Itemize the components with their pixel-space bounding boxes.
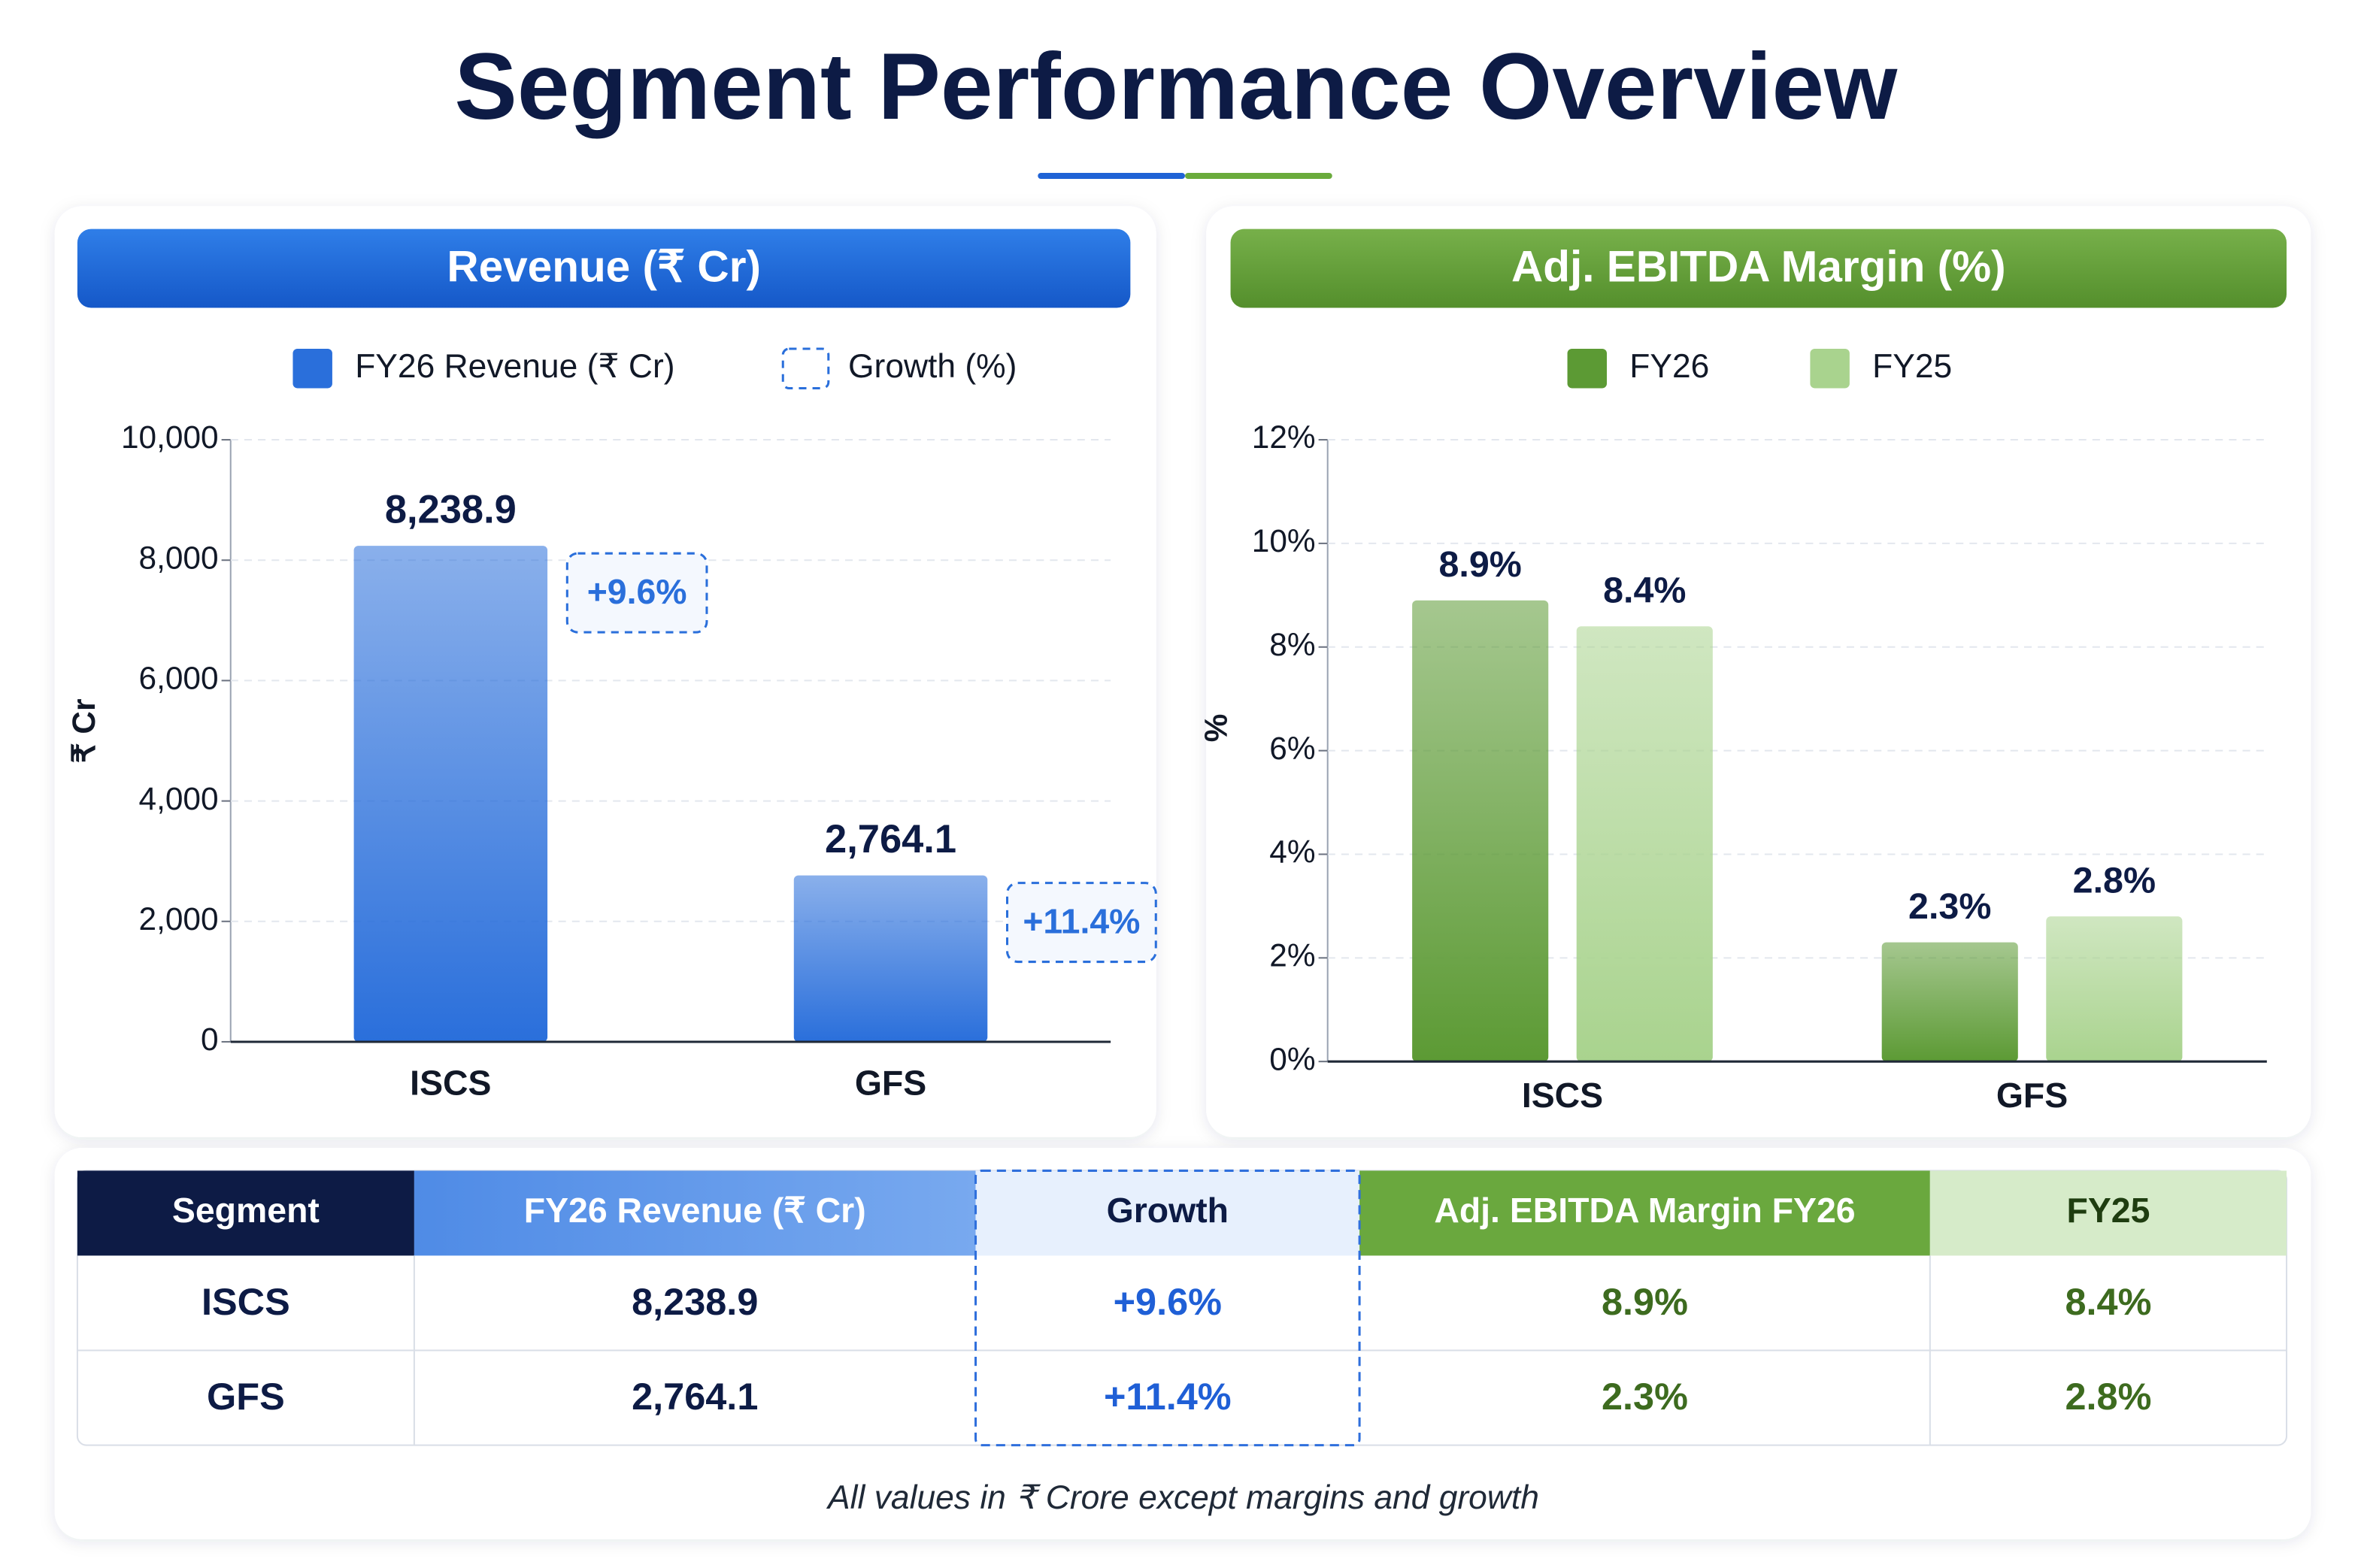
y-tick-label: 6% bbox=[1269, 731, 1315, 766]
table-header-cell bbox=[975, 1170, 1360, 1256]
title-underline-blue bbox=[1038, 172, 1186, 180]
revenue-card bbox=[54, 206, 1156, 1138]
growth-box bbox=[565, 552, 708, 634]
y-tick-label: 12% bbox=[1252, 419, 1316, 455]
y-tick-label: 8% bbox=[1269, 627, 1315, 662]
table-cell: 8.4% bbox=[2065, 1280, 2151, 1323]
growth-box bbox=[1006, 882, 1157, 964]
table-header-text: FY25 bbox=[2066, 1191, 2150, 1230]
table-cell: 8,238.9 bbox=[632, 1280, 758, 1323]
value-label: 8,238.9 bbox=[385, 489, 517, 532]
y-tick-label: 0 bbox=[201, 1022, 219, 1057]
legend-label: FY26 bbox=[1629, 348, 1709, 385]
bar bbox=[1881, 942, 2018, 1062]
y-tick-label: 6,000 bbox=[139, 661, 219, 696]
growth-label: +11.4% bbox=[1023, 901, 1140, 940]
table-cell: GFS bbox=[207, 1375, 285, 1418]
table-header-text: Adj. EBITDA Margin FY26 bbox=[1434, 1191, 1855, 1230]
value-label: 8.9% bbox=[1439, 544, 1522, 585]
legend-swatch bbox=[1567, 349, 1608, 389]
footnote: All values in ₹ Crore except margins and… bbox=[826, 1479, 1539, 1516]
growth-label: +9.6% bbox=[587, 572, 687, 611]
table-header-cell bbox=[77, 1170, 414, 1256]
table-cell: +9.6% bbox=[1114, 1280, 1222, 1323]
table-header-cell bbox=[1359, 1170, 1930, 1256]
legend-label: FY26 Revenue (₹ Cr) bbox=[355, 348, 674, 385]
table-cell: 2.8% bbox=[2065, 1375, 2151, 1418]
table-header-text: Growth bbox=[1107, 1191, 1229, 1230]
y-tick-label: 4% bbox=[1269, 834, 1315, 870]
table-header-cell bbox=[414, 1170, 976, 1256]
x-tick-label: ISCS bbox=[1522, 1076, 1603, 1115]
y-tick-label: 10% bbox=[1252, 523, 1316, 558]
growth-column-outline bbox=[974, 1169, 1361, 1447]
bar bbox=[353, 546, 548, 1042]
bar bbox=[1576, 626, 1713, 1062]
table-header-text: FY26 Revenue (₹ Cr) bbox=[524, 1191, 866, 1230]
y-tick-label: 8,000 bbox=[139, 540, 219, 575]
value-label: 2,764.1 bbox=[825, 818, 956, 861]
page-title: Segment Performance Overview bbox=[454, 34, 1898, 139]
x-tick-label: ISCS bbox=[410, 1064, 491, 1103]
legend-swatch bbox=[781, 347, 830, 389]
table-cell: 2.3% bbox=[1602, 1375, 1688, 1418]
legend-swatch bbox=[1810, 349, 1850, 389]
y-tick-label: 0% bbox=[1269, 1041, 1315, 1076]
bar bbox=[1412, 600, 1549, 1062]
table-header-text: Segment bbox=[172, 1191, 320, 1230]
table-cell: ISCS bbox=[202, 1280, 290, 1323]
legend-label: Growth (%) bbox=[848, 348, 1017, 385]
bar bbox=[793, 875, 988, 1042]
y-tick-label: 10,000 bbox=[121, 419, 219, 455]
table-header-cell bbox=[1929, 1170, 2287, 1256]
y-tick-label: 4,000 bbox=[139, 781, 219, 816]
legend-swatch bbox=[292, 349, 332, 389]
margin-header bbox=[1230, 229, 2287, 308]
revenue-header bbox=[77, 229, 1131, 308]
value-label: 2.8% bbox=[2073, 861, 2156, 901]
value-label: 8.4% bbox=[1603, 571, 1686, 611]
x-tick-label: GFS bbox=[855, 1064, 926, 1103]
table-cell: 2,764.1 bbox=[632, 1375, 758, 1418]
table-cell: +11.4% bbox=[1104, 1375, 1232, 1418]
chart-title: Adj. EBITDA Margin (%) bbox=[1511, 243, 2006, 292]
y-axis-label: % bbox=[1199, 714, 1234, 743]
chart-title: Revenue (₹ Cr) bbox=[447, 243, 761, 292]
legend-label: FY25 bbox=[1872, 348, 1952, 385]
value-label: 2.3% bbox=[1908, 886, 1991, 927]
y-axis-label: ₹ Cr bbox=[66, 698, 102, 763]
title-underline-green bbox=[1185, 172, 1332, 180]
y-tick-label: 2% bbox=[1269, 938, 1315, 973]
y-tick-label: 2,000 bbox=[139, 901, 219, 937]
x-tick-label: GFS bbox=[1996, 1076, 2068, 1115]
bar bbox=[2046, 916, 2183, 1062]
table-cell: 8.9% bbox=[1602, 1280, 1688, 1323]
